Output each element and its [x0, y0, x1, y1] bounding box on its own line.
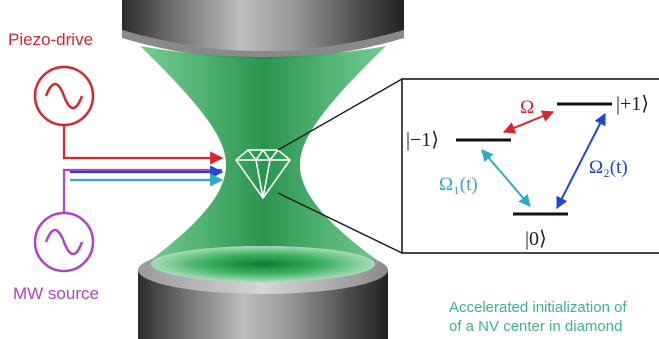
omega-label: Ω [520, 97, 534, 118]
caption: Accelerated initialization of of a NV ce… [449, 298, 659, 339]
piezo-source-icon [33, 65, 95, 127]
omega-arrow [502, 110, 555, 134]
top-mirror [122, 0, 404, 59]
piezo-wire [62, 125, 224, 165]
bottom-mirror [138, 246, 388, 339]
omega-2-label: Ω₂(t) [589, 157, 628, 178]
diamond-crystal-icon [234, 148, 292, 200]
piezo-drive-label: Piezo-drive [8, 30, 93, 49]
omega-1-arrow [481, 149, 531, 207]
light-spot [151, 246, 375, 282]
mw-source-icon [33, 211, 95, 273]
zoom-lines [277, 78, 403, 254]
omega-2-arrow [556, 112, 606, 210]
mw-wire [62, 168, 222, 213]
omega-1-label: Ω₁(t) [439, 174, 478, 195]
caption-line-1: Accelerated initialization of [449, 299, 627, 316]
level-plus-one-label: |+1⟩ [616, 93, 649, 115]
caption-line-2: of a NV center in diamond [449, 318, 623, 335]
level-minus-one-label: |−1⟩ [406, 129, 439, 151]
light-beam [140, 46, 388, 268]
level-zero-label: |0⟩ [525, 228, 547, 250]
mw-source-label: MW source [13, 284, 99, 303]
